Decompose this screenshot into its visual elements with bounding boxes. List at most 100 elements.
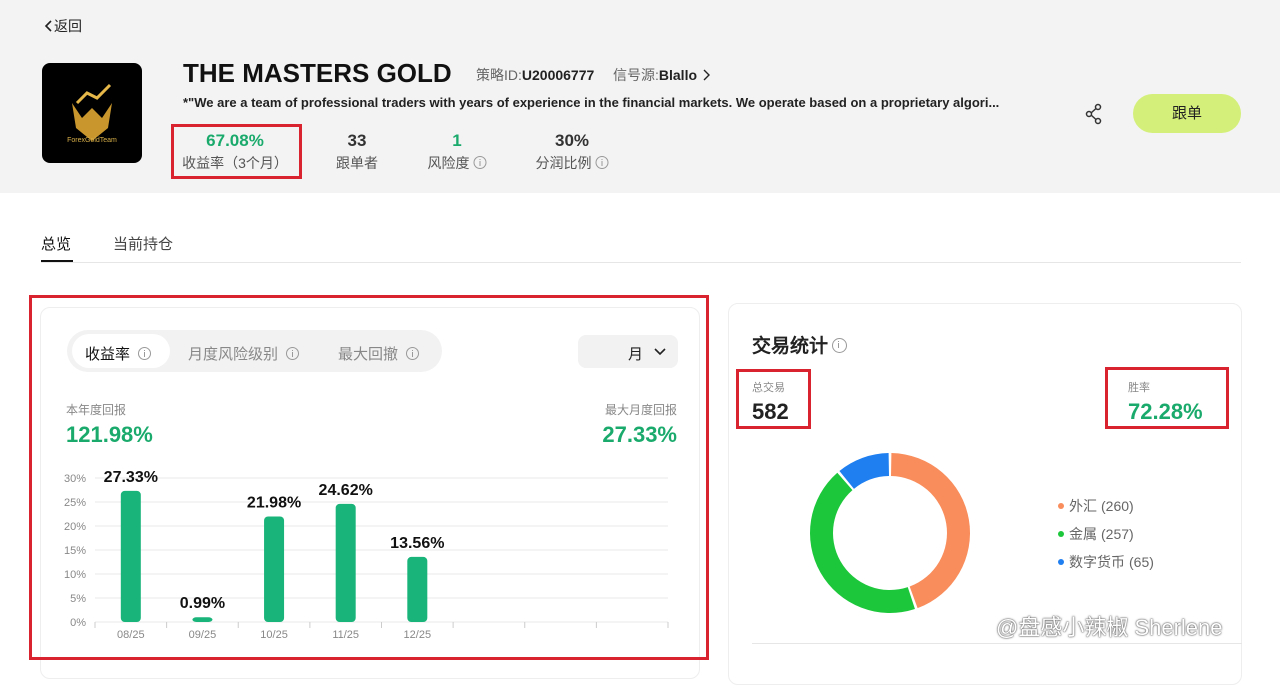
stat: 30% 分润比例 xyxy=(536,131,609,173)
back-text: 返回 xyxy=(54,18,82,34)
stat-value: 30% xyxy=(554,131,590,150)
donut-chart xyxy=(809,453,971,614)
toggle[interactable]: 月度风险级别 xyxy=(188,343,300,364)
stat-label: 分润比例 xyxy=(535,155,592,171)
legend-count: (257) xyxy=(1101,526,1134,542)
stat-value: 1 xyxy=(452,131,462,150)
period-select[interactable]: 月 xyxy=(578,335,678,368)
watermark: @盘感小辣椒 Sherlene xyxy=(996,615,1223,640)
tab-active[interactable]: 总览 xyxy=(41,236,72,253)
y-tick-label: 30% xyxy=(64,473,86,485)
stat-value: 67.08% xyxy=(206,131,264,150)
max-value: 27.33% xyxy=(602,422,677,447)
y-tick-label: 10% xyxy=(64,569,86,581)
total-value: 582 xyxy=(752,399,789,424)
highlight-box xyxy=(736,369,811,429)
stat-label: 收益率（3个月） xyxy=(182,155,288,171)
logo-art xyxy=(72,83,112,141)
stat: 1 风险度 xyxy=(428,131,487,173)
strategy-title: THE MASTERS GOLD xyxy=(183,58,452,88)
chevron xyxy=(703,69,710,81)
stat: 33 跟单者 xyxy=(336,131,378,173)
data-label: 13.56% xyxy=(390,535,444,552)
win-label: 胜率 xyxy=(1128,382,1150,394)
description: *"We are a team of professional traders … xyxy=(183,95,1000,110)
toggle-text: 最大回撤 xyxy=(338,346,399,363)
highlight-box xyxy=(171,124,302,179)
follow-button[interactable]: 跟单 xyxy=(1133,94,1241,133)
data-label: 27.33% xyxy=(104,469,158,486)
source-link[interactable]: 信号源:Blallo xyxy=(613,65,711,85)
legend-label: 金属 xyxy=(1069,526,1097,542)
legend-item: 数字货币 (65) xyxy=(1058,552,1154,580)
stat: 67.08% 收益率（3个月） xyxy=(182,131,288,173)
legend-label: 数字货币 xyxy=(1069,554,1125,570)
bar xyxy=(264,516,285,622)
donut-segment xyxy=(809,472,915,614)
legend-dot xyxy=(1058,503,1064,509)
logo-text: ForexGoldTeam xyxy=(67,137,117,144)
x-tick-label: 12/25 xyxy=(404,629,432,641)
win-value: 72.28% xyxy=(1128,399,1203,424)
legend-dot xyxy=(1058,559,1064,565)
info-icon[interactable] xyxy=(473,156,487,169)
id-label: 策略ID: xyxy=(476,67,522,83)
bar xyxy=(407,556,428,622)
highlight-box xyxy=(29,295,709,660)
back-link[interactable]: 返回 xyxy=(44,16,82,36)
divider xyxy=(752,643,1242,644)
toggle[interactable]: 收益率 xyxy=(85,343,152,364)
total-label: 总交易 xyxy=(752,382,785,394)
stat-label: 跟单者 xyxy=(336,155,378,171)
bar xyxy=(120,490,141,622)
toggle-text: 收益率 xyxy=(85,346,131,363)
title-text: 交易统计 xyxy=(752,336,829,357)
legend-count: (65) xyxy=(1129,554,1154,570)
data-label: 0.99% xyxy=(180,595,225,612)
y-tick-label: 15% xyxy=(64,545,86,557)
tab[interactable]: 当前持仓 xyxy=(113,236,174,253)
x-tick-label: 10/25 xyxy=(260,629,288,641)
ytd-value: 121.98% xyxy=(66,422,153,447)
toggle[interactable]: 最大回撤 xyxy=(338,343,420,364)
info-icon[interactable] xyxy=(595,156,609,169)
source-value: Blallo xyxy=(658,67,698,83)
info-icon xyxy=(286,347,300,360)
highlight-box xyxy=(1105,367,1229,429)
legend: 外汇 (260) 金属 (257) 数字货币 (65) xyxy=(1058,496,1154,580)
stat-value: 33 xyxy=(347,131,367,150)
donut-segment xyxy=(891,453,971,609)
ytd-label: 本年度回报 xyxy=(66,403,127,417)
legend-dot xyxy=(1058,531,1064,537)
legend-count: (260) xyxy=(1101,498,1134,514)
logo: ForexGoldTeam xyxy=(42,63,142,163)
x-tick-label: 09/25 xyxy=(189,629,217,641)
y-tick-label: 25% xyxy=(64,497,86,509)
y-tick-label: 0% xyxy=(70,617,86,629)
info-icon[interactable] xyxy=(832,338,848,353)
id-value: U20006777 xyxy=(521,67,595,83)
bar xyxy=(192,617,213,622)
x-tick-label: 11/25 xyxy=(332,629,359,641)
x-tick-label: 08/25 xyxy=(117,629,145,641)
stat-label: 风险度 xyxy=(427,155,470,171)
info-icon xyxy=(138,347,152,360)
bar xyxy=(335,503,356,622)
y-tick-label: 5% xyxy=(70,593,86,605)
dropdown-icon xyxy=(654,348,666,356)
donut-segment xyxy=(839,453,889,489)
legend-item: 外汇 (260) xyxy=(1058,496,1154,524)
header-bg xyxy=(0,0,1280,193)
legend-label: 外汇 xyxy=(1069,498,1097,514)
data-label: 21.98% xyxy=(247,494,301,511)
toggle-selected xyxy=(72,334,170,368)
tab-underline xyxy=(41,260,73,262)
max-label: 最大月度回报 xyxy=(604,403,677,417)
toggle-text: 月度风险级别 xyxy=(188,346,279,363)
y-tick-label: 20% xyxy=(64,521,86,533)
divider xyxy=(41,262,1241,263)
share-icon[interactable] xyxy=(1084,103,1104,125)
period-text: 月 xyxy=(628,346,644,363)
back-icon xyxy=(44,20,52,32)
